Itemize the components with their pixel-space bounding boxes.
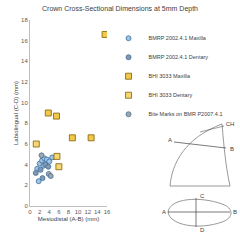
svg-text:2: 2 (24, 182, 28, 188)
svg-text:6: 6 (57, 209, 61, 215)
svg-text:C: C (200, 193, 205, 199)
svg-text:8: 8 (24, 120, 28, 126)
svg-text:6: 6 (24, 141, 28, 147)
svg-text:D: D (200, 227, 205, 233)
svg-text:16: 16 (104, 209, 111, 215)
svg-text:Bite Marks on BMR P2007.4.1: Bite Marks on BMR P2007.4.1 (149, 111, 223, 117)
svg-text:B: B (233, 209, 237, 215)
svg-text:0: 0 (24, 203, 28, 209)
svg-text:Mesiodistal (A-B) (mm): Mesiodistal (A-B) (mm) (38, 216, 99, 222)
svg-text:B: B (230, 146, 234, 152)
svg-text:4: 4 (24, 162, 28, 168)
svg-text:BHI 3033 Dentary: BHI 3033 Dentary (149, 92, 193, 98)
svg-text:BHI 3033 Maxilla: BHI 3033 Maxilla (149, 73, 192, 79)
svg-text:2: 2 (38, 209, 42, 215)
svg-text:12: 12 (84, 209, 91, 215)
svg-text:A: A (162, 209, 166, 215)
svg-text:14: 14 (21, 58, 28, 64)
svg-text:BMRP 2002.4.1 Maxilla: BMRP 2002.4.1 Maxilla (149, 35, 207, 41)
svg-text:A: A (168, 137, 172, 143)
svg-text:12: 12 (21, 79, 28, 85)
svg-text:18: 18 (21, 17, 28, 23)
svg-text:8: 8 (67, 209, 71, 215)
svg-text:16: 16 (21, 38, 28, 44)
svg-text:Crown Cross-Sectional Dimensio: Crown Cross-Sectional Dimensions at 5mm … (42, 5, 198, 13)
svg-text:4: 4 (48, 209, 52, 215)
svg-text:10: 10 (75, 209, 82, 215)
svg-text:10: 10 (21, 100, 28, 106)
svg-text:14: 14 (94, 209, 101, 215)
svg-text:Labiolingual (C-D) (mm): Labiolingual (C-D) (mm) (13, 81, 19, 145)
svg-text:BMRP 2002.4.1 Dentary: BMRP 2002.4.1 Dentary (149, 54, 209, 60)
svg-text:CH: CH (226, 121, 235, 127)
svg-text:0: 0 (28, 209, 32, 215)
